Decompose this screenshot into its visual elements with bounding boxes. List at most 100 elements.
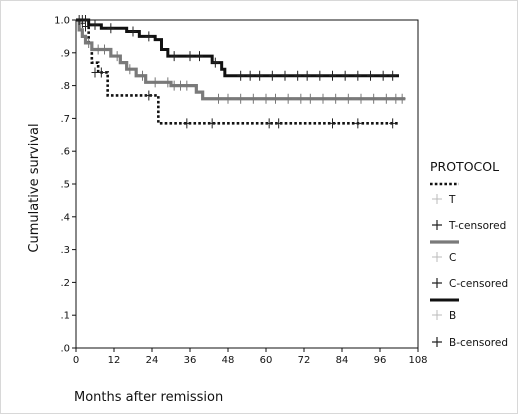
series-c-censor-mark — [164, 77, 172, 88]
x-tick-label: 12 — [108, 355, 121, 366]
series-c-line — [76, 18, 406, 101]
series-b-line — [76, 18, 399, 78]
series-c-censor-mark — [319, 93, 327, 104]
series-c-censor-mark — [215, 93, 222, 104]
series-b-censor-mark — [389, 70, 397, 81]
survival-curves — [75, 15, 406, 129]
series-c-censor-mark — [249, 93, 257, 104]
y-tick-label: .2 — [60, 278, 70, 289]
series-c-censor-mark — [113, 51, 121, 62]
series-c-censor-mark — [101, 44, 108, 55]
series-b-censor-mark — [354, 70, 362, 81]
y-tick-label: .1 — [60, 311, 70, 322]
series-c-censor-mark — [284, 93, 292, 104]
series-b-censor-mark — [170, 51, 178, 62]
x-tick-label: 48 — [222, 355, 235, 366]
x-tick-label: 60 — [260, 355, 273, 366]
series-c-censor-mark — [183, 80, 191, 91]
series-t-censor-mark — [91, 67, 99, 78]
series-t-censor-mark — [183, 118, 191, 129]
series-c-censor-mark — [224, 93, 232, 104]
series-b-censor-mark — [341, 70, 349, 81]
y-tick-label: .4 — [60, 212, 70, 223]
series-c-censor-mark — [370, 93, 378, 104]
series-b-censor-mark — [281, 70, 289, 81]
legend-label-t-censored: T-censored — [448, 220, 506, 232]
series-t-line — [76, 18, 399, 125]
series-t — [76, 18, 399, 129]
series-c-censor-mark — [357, 93, 365, 104]
y-tick-label: 1.0 — [54, 16, 70, 27]
series-c-censor-mark — [170, 80, 178, 91]
series-c-censor-mark — [344, 93, 352, 104]
legend: T T-censored C C-censored B B-censored — [430, 182, 508, 349]
legend-faint-plus-c — [432, 252, 442, 262]
series-c-censor-mark — [237, 93, 245, 104]
x-tick-label: 72 — [298, 355, 311, 366]
series-b-censor-mark — [256, 70, 264, 81]
x-tick-label: 36 — [184, 355, 197, 366]
series-c-censor-mark — [85, 37, 93, 48]
series-t-censor-mark — [208, 118, 216, 129]
legend-censor-marker-c — [432, 278, 442, 288]
x-tick-label: 0 — [73, 355, 79, 366]
series-b — [75, 15, 399, 81]
y-axis-label: Cumulative survival — [27, 123, 42, 252]
x-tick-label: 96 — [374, 355, 387, 366]
series-c-censor-mark — [94, 44, 102, 55]
series-c-censor-mark — [151, 77, 159, 88]
legend-faint-plus-t — [432, 194, 442, 204]
y-tick-label: .3 — [60, 245, 70, 256]
series-b-censor-mark — [145, 31, 153, 42]
series-t-censor-mark — [275, 118, 283, 129]
series-c-censor-mark — [297, 93, 305, 104]
legend-censor-marker-t — [432, 220, 442, 230]
series-b-censor-mark — [329, 70, 336, 81]
series-b-censor-mark — [294, 70, 302, 81]
y-tick-label: .9 — [60, 48, 70, 59]
y-tick-label: .0 — [60, 344, 70, 355]
series-c-censor-mark — [392, 93, 400, 104]
x-tick-label: 84 — [336, 355, 349, 366]
series-c-censor-mark — [272, 93, 279, 104]
series-t-censor-mark — [97, 67, 105, 78]
series-c-censor-mark — [262, 93, 270, 104]
x-tick-label: 24 — [146, 355, 159, 366]
y-tick-label: .5 — [60, 180, 70, 191]
legend-label-c: C — [449, 252, 456, 264]
series-c-censor-mark — [382, 93, 390, 104]
legend-faint-plus-b — [432, 310, 442, 320]
series-b-censor-mark — [379, 70, 387, 81]
legend-title: PROTOCOL — [430, 159, 499, 174]
legend-label-t: T — [448, 194, 456, 206]
axes: 0 12 24 36 48 60 72 84 96 108 .0 .1 .2 .3 .4 .5 .6 .7 .8 .9… — [54, 16, 427, 367]
series-b-censor-mark — [211, 57, 219, 68]
series-c-censor-mark — [177, 80, 184, 91]
series-c-censor-mark — [139, 70, 146, 81]
series-t-censor-mark — [389, 118, 397, 129]
x-tick-label: 108 — [408, 355, 427, 366]
series-t-censor-mark — [354, 118, 362, 129]
series-b-censor-mark — [246, 70, 254, 81]
legend-label-b: B — [449, 310, 456, 322]
y-tick-label: .6 — [60, 147, 70, 158]
series-b-censor-mark — [316, 70, 324, 81]
series-b-censor-mark — [268, 70, 276, 81]
series-b-censor-mark — [91, 19, 99, 30]
series-b-censor-mark — [367, 70, 374, 81]
series-c-censor-mark — [306, 93, 314, 104]
series-b-censor-mark — [82, 15, 89, 25]
series-c-censor-mark — [126, 64, 134, 75]
series-t-censor-mark — [145, 90, 153, 101]
series-b-censor-mark — [107, 23, 115, 34]
series-b-censor-mark — [129, 26, 137, 37]
series-c-censor-mark — [332, 93, 340, 104]
series-c — [76, 18, 406, 104]
x-axis-label: Months after remission — [74, 390, 223, 405]
series-b-censor-mark — [303, 70, 311, 81]
series-t-censor-mark — [265, 118, 273, 129]
legend-label-c-censored: C-censored — [449, 278, 508, 290]
series-t-censor-mark — [329, 118, 336, 129]
legend-label-b-censored: B-censored — [449, 337, 508, 349]
